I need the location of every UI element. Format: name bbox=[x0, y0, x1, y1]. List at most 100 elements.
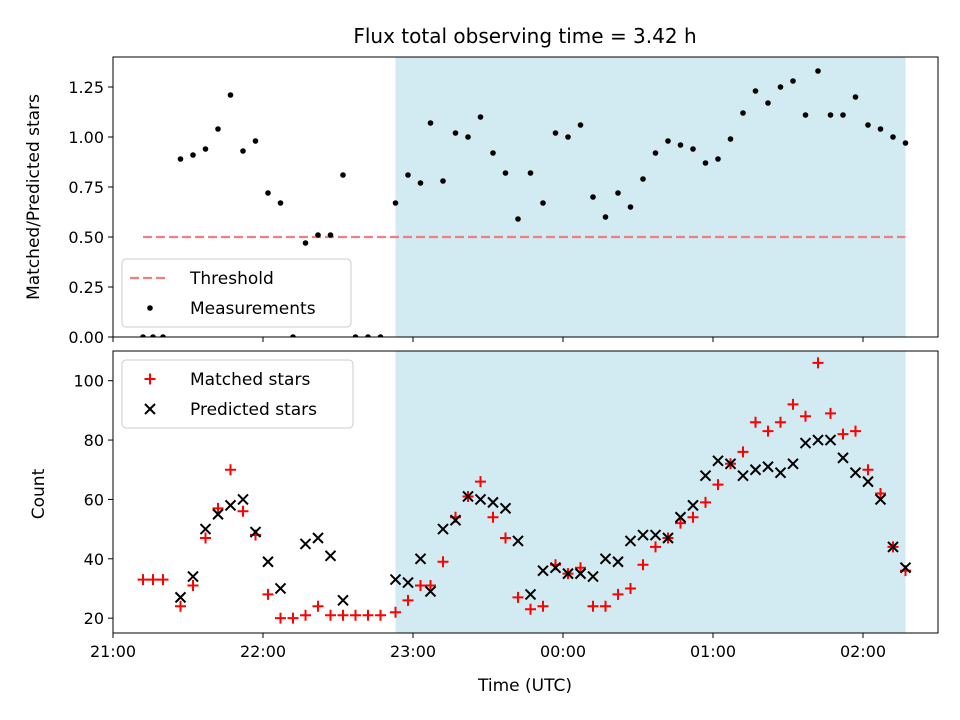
predicted-stars-point bbox=[587, 570, 599, 583]
x-tick-label: 23:00 bbox=[390, 642, 436, 661]
measurement-point bbox=[802, 112, 809, 118]
plot-area bbox=[140, 68, 909, 337]
y-tick-label: 60 bbox=[84, 490, 104, 509]
measurement-point bbox=[890, 134, 896, 140]
measurement-point bbox=[865, 122, 871, 128]
legend-entry-label: Measurements bbox=[190, 299, 316, 319]
measurement-point bbox=[690, 146, 696, 152]
predicted-stars-point bbox=[737, 469, 749, 482]
measurement-point bbox=[202, 146, 209, 152]
measurement-point bbox=[727, 136, 734, 142]
legend-matched-swatch bbox=[144, 373, 156, 385]
predicted-stars-point bbox=[849, 466, 862, 479]
predicted-stars-point bbox=[624, 535, 637, 547]
matched-stars-point bbox=[712, 479, 724, 491]
matched-stars-point bbox=[390, 606, 401, 618]
measurement-point bbox=[502, 170, 509, 176]
predicted-stars-point bbox=[699, 469, 712, 482]
y-tick-label: 0.50 bbox=[68, 228, 104, 247]
predicted-stars-point bbox=[787, 458, 799, 470]
measurement-point bbox=[150, 334, 156, 337]
y-tick-label: 100 bbox=[73, 372, 104, 391]
matched-stars-point bbox=[287, 612, 299, 624]
measurement-point bbox=[840, 112, 846, 118]
matched-stars-point bbox=[175, 600, 186, 612]
legend: Threshold Measurements bbox=[121, 258, 352, 328]
matched-stars-point bbox=[650, 541, 661, 553]
matched-stars-point bbox=[850, 425, 861, 437]
measurement-point bbox=[352, 334, 359, 337]
predicted-stars-point bbox=[262, 556, 274, 568]
predicted-stars-point bbox=[862, 475, 874, 488]
predicted-stars-point bbox=[337, 594, 349, 607]
matched-stars-point bbox=[350, 609, 361, 621]
matched-stars-point bbox=[337, 609, 349, 621]
figure-title: Flux total observing time = 3.42 h bbox=[353, 24, 696, 48]
measurement-point bbox=[515, 216, 521, 222]
measurement-point bbox=[177, 156, 184, 162]
matched-stars-point bbox=[612, 588, 624, 600]
matched-stars-point bbox=[687, 511, 699, 523]
predicted-stars-point bbox=[487, 496, 499, 509]
measurement-point bbox=[765, 100, 771, 106]
measurement-point bbox=[590, 194, 596, 200]
matched-stars-point bbox=[312, 600, 324, 612]
matched-stars-point bbox=[415, 580, 426, 592]
measurement-point bbox=[540, 200, 546, 206]
matched-stars-point bbox=[825, 407, 836, 419]
predicted-stars-point bbox=[774, 466, 787, 479]
predicted-stars-point bbox=[424, 585, 437, 598]
matched-stars-point bbox=[487, 511, 499, 523]
measurement-point bbox=[715, 156, 721, 162]
measurement-point bbox=[615, 190, 621, 196]
measurement-point bbox=[565, 134, 571, 140]
predicted-stars-point bbox=[524, 588, 537, 601]
matched-stars-point bbox=[200, 532, 211, 544]
x-axis-label: Time (UTC) bbox=[477, 676, 572, 696]
measurement-point bbox=[302, 240, 309, 246]
axes-frame bbox=[112, 350, 939, 634]
y-tick-label: 0.75 bbox=[68, 178, 104, 197]
matched-stars-point bbox=[500, 532, 511, 544]
matched-stars-point bbox=[537, 600, 549, 612]
matched-stars-point bbox=[600, 600, 611, 612]
measurement-point bbox=[552, 130, 559, 136]
predicted-stars-point bbox=[174, 591, 187, 604]
measurement-point bbox=[477, 114, 484, 120]
predicted-stars-point bbox=[574, 567, 587, 580]
measurement-point bbox=[315, 232, 321, 238]
measurement-point bbox=[340, 172, 346, 178]
predicted-stars-point bbox=[537, 564, 549, 577]
matched-stars-point bbox=[750, 416, 761, 428]
predicted-stars-point bbox=[449, 514, 462, 526]
measurement-point bbox=[827, 112, 834, 118]
measurement-point bbox=[327, 232, 334, 238]
matched-stars-point bbox=[475, 476, 486, 488]
measurement-point bbox=[877, 126, 884, 132]
plot-area bbox=[137, 357, 912, 624]
predicted-stars-point bbox=[274, 582, 287, 595]
matched-stars-point bbox=[700, 496, 711, 508]
measurement-point bbox=[815, 68, 821, 74]
measurement-point bbox=[740, 110, 746, 116]
predicted-stars-point bbox=[402, 576, 414, 589]
matched-stars-point bbox=[325, 609, 336, 621]
matched-stars-point bbox=[525, 603, 536, 615]
predicted-stars-point bbox=[662, 532, 674, 544]
top-y-axis-label: Matched/Predicted stars bbox=[24, 94, 44, 300]
x-tick-label: 02:00 bbox=[840, 642, 886, 661]
observing-window-shading bbox=[395, 351, 906, 633]
y-tick-label: 0.25 bbox=[68, 278, 104, 297]
legend-measurements-swatch bbox=[147, 305, 153, 311]
legend-box bbox=[121, 359, 354, 429]
measurement-point bbox=[240, 148, 246, 154]
predicted-stars-point bbox=[199, 523, 212, 535]
matched-stars-point bbox=[625, 582, 636, 594]
predicted-stars-point bbox=[299, 538, 312, 550]
measurement-point bbox=[265, 190, 271, 196]
matched-stars-point bbox=[762, 425, 774, 437]
legend-entry-label: Threshold bbox=[189, 269, 274, 289]
predicted-stars-point bbox=[212, 508, 224, 520]
matched-stars-point bbox=[402, 594, 414, 606]
matched-stars-point bbox=[675, 517, 686, 529]
